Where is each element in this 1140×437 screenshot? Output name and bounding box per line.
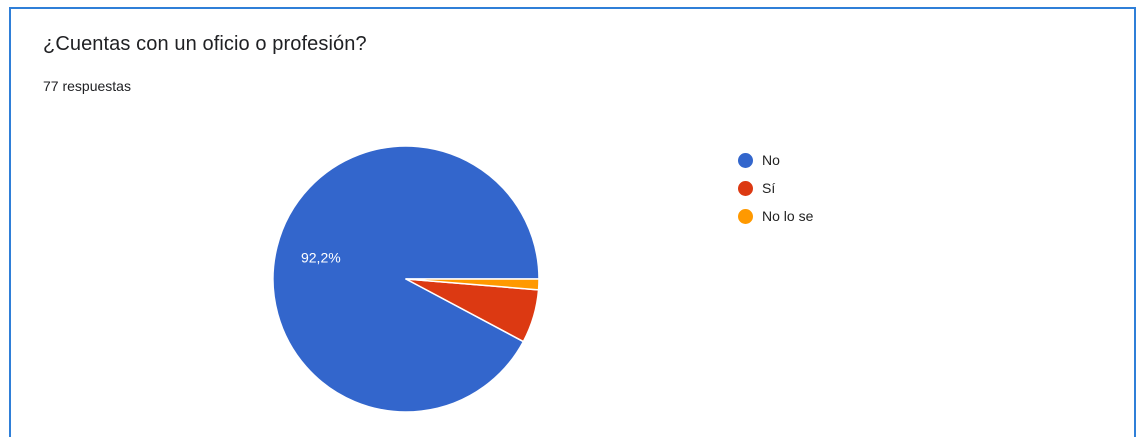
pie-chart: 92,2% [272,145,540,413]
legend-label: No lo se [762,208,814,224]
chart-legend: No Sí No lo se [738,146,813,230]
legend-item: No lo se [738,202,813,230]
legend-swatch-icon [738,180,753,196]
legend-item: No [738,146,813,174]
pie-slice-percent-label: 92,2% [301,250,341,266]
question-title: ¿Cuentas con un oficio o profesión? [43,33,367,55]
pie-labels: 92,2% [301,250,341,266]
pie-slices [272,145,540,413]
response-count: 77 respuestas [43,78,131,94]
legend-swatch-icon [738,152,753,168]
question-card: ¿Cuentas con un oficio o profesión? 77 r… [9,7,1136,437]
legend-label: Sí [762,180,776,196]
legend-swatch-icon [738,208,753,224]
legend-label: No [762,152,780,168]
legend-item: Sí [738,174,813,202]
pie-slice-no-lo-se [405,278,540,291]
